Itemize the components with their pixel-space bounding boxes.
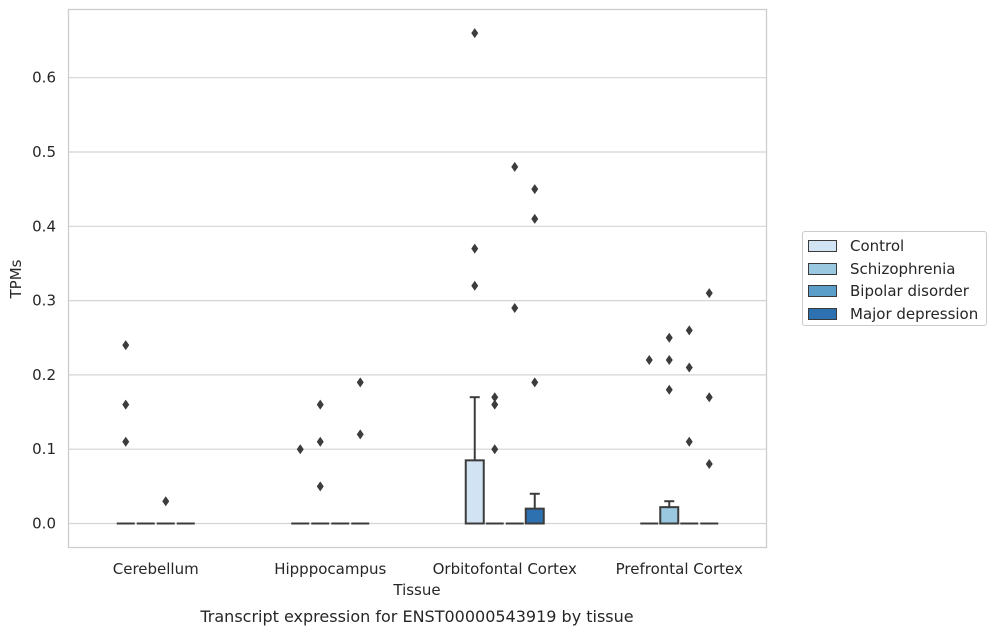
legend-item: Schizophrenia	[808, 258, 986, 281]
legend-swatch	[808, 285, 837, 298]
box-control	[640, 355, 659, 525]
legend-label: Schizophrenia	[850, 259, 956, 278]
box-bipolar-disorder	[156, 496, 175, 525]
y-axis-label: TPMs	[7, 259, 25, 299]
plot-frame	[67, 8, 768, 549]
outlier-point	[491, 444, 499, 455]
outlier-point	[122, 399, 130, 410]
box-schizophrenia	[311, 399, 330, 525]
y-tick-label: 0.6	[32, 69, 56, 87]
legend-label: Control	[850, 237, 905, 256]
legend-swatch	[808, 307, 837, 320]
outlier-point	[531, 213, 539, 224]
outlier-point	[122, 340, 130, 351]
legend-swatch	[808, 262, 837, 275]
box-control	[116, 340, 135, 525]
x-tick-label: Orbitofontal Cortex	[433, 560, 577, 578]
outlier-point	[665, 384, 673, 395]
x-tick-label: Cerebellum	[113, 560, 199, 578]
outlier-point	[665, 332, 673, 343]
y-tick-label: 0.3	[32, 292, 56, 310]
outlier-point	[471, 243, 479, 254]
box-body	[659, 506, 680, 525]
x-axis-label: Tissue	[392, 581, 440, 599]
box-body	[524, 507, 545, 525]
outlier-point	[685, 325, 693, 336]
outlier-point	[471, 28, 479, 39]
box-bipolar-disorder	[680, 325, 699, 525]
y-tick-label: 0.4	[32, 217, 56, 235]
legend-label: Bipolar disorder	[850, 282, 969, 301]
box-control	[291, 444, 310, 525]
chart-caption: Transcript expression for ENST0000054391…	[199, 607, 633, 626]
y-tick-label: 0.5	[32, 143, 56, 161]
outlier-point	[685, 436, 693, 447]
legend: Control Schizophrenia Bipolar disorder Majo…	[802, 231, 987, 326]
box-major-depression	[351, 377, 370, 525]
outlier-point	[645, 355, 653, 366]
outlier-point	[316, 481, 324, 492]
outlier-point	[356, 377, 364, 388]
legend-item: Major depression	[808, 303, 986, 326]
outlier-point	[316, 399, 324, 410]
box-plots	[116, 28, 719, 525]
box-body	[464, 459, 485, 525]
y-tick-label: 0.1	[32, 440, 56, 458]
y-axis-ticks: 0.0 0.1 0.2 0.3 0.4 0.5 0.6	[32, 69, 56, 533]
x-tick-label: Prefrontal Cortex	[616, 560, 743, 578]
grid-lines	[68, 77, 767, 525]
outlier-point	[511, 303, 519, 314]
legend-label: Major depression	[850, 304, 979, 323]
outlier-point	[511, 161, 519, 172]
box-control	[464, 28, 485, 525]
box-bipolar-disorder	[505, 161, 524, 525]
box-schizophrenia	[485, 392, 504, 525]
box-major-depression	[524, 184, 545, 525]
outlier-point	[705, 288, 713, 299]
outlier-point	[685, 362, 693, 373]
outlier-point	[665, 355, 673, 366]
x-tick-label: Hipppocampus	[274, 560, 386, 578]
outlier-point	[356, 429, 364, 440]
outlier-point	[471, 280, 479, 291]
legend-item: Bipolar disorder	[808, 280, 986, 303]
outlier-point	[531, 377, 539, 388]
legend-item: Control	[808, 235, 986, 258]
outlier-point	[316, 436, 324, 447]
outlier-point	[122, 436, 130, 447]
outlier-point	[296, 444, 304, 455]
outlier-point	[705, 459, 713, 470]
legend-swatch	[808, 240, 837, 253]
box-schizophrenia	[659, 332, 680, 525]
outlier-point	[491, 399, 499, 410]
box-major-depression	[700, 288, 719, 525]
y-tick-label: 0.2	[32, 366, 56, 384]
outlier-point	[531, 184, 539, 195]
x-axis-ticks: Cerebellum Hipppocampus Orbitofontal Corte…	[113, 560, 743, 578]
outlier-point	[705, 392, 713, 403]
outlier-point	[491, 392, 499, 403]
y-tick-label: 0.0	[32, 515, 56, 533]
outlier-point	[162, 496, 170, 507]
